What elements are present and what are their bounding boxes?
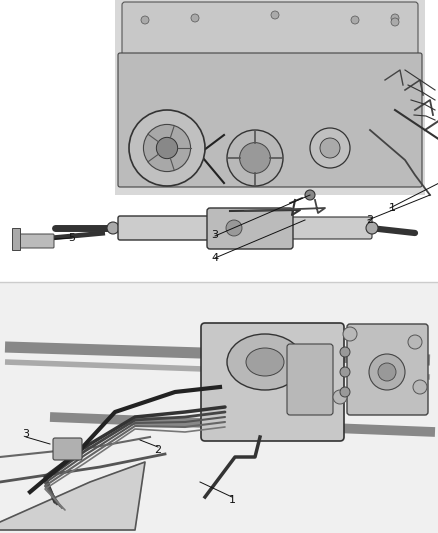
Circle shape [391, 14, 399, 22]
Text: 3: 3 [212, 230, 219, 240]
FancyBboxPatch shape [122, 2, 418, 68]
Circle shape [271, 11, 279, 19]
Circle shape [413, 380, 427, 394]
Circle shape [378, 363, 396, 381]
Bar [0, 282, 438, 533]
Circle shape [340, 387, 350, 397]
Circle shape [156, 138, 178, 159]
Circle shape [351, 16, 359, 24]
Text: 1: 1 [389, 203, 396, 213]
Circle shape [391, 18, 399, 26]
Text: 5: 5 [68, 233, 75, 243]
Bar [0, 0, 438, 280]
Text: 2: 2 [155, 445, 162, 455]
Text: 3: 3 [22, 429, 29, 439]
FancyBboxPatch shape [118, 216, 212, 240]
FancyBboxPatch shape [201, 323, 344, 441]
Ellipse shape [227, 334, 303, 390]
Circle shape [369, 354, 405, 390]
Circle shape [191, 14, 199, 22]
Bar [12, 228, 20, 250]
Circle shape [340, 347, 350, 357]
Circle shape [129, 110, 205, 186]
FancyBboxPatch shape [347, 324, 428, 415]
Circle shape [408, 335, 422, 349]
FancyBboxPatch shape [118, 53, 422, 187]
Circle shape [333, 390, 347, 404]
Circle shape [343, 327, 357, 341]
Circle shape [143, 124, 191, 172]
Circle shape [226, 220, 242, 236]
Circle shape [240, 143, 270, 173]
FancyBboxPatch shape [17, 234, 54, 248]
Ellipse shape [246, 348, 284, 376]
Circle shape [107, 222, 119, 234]
Circle shape [310, 128, 350, 168]
FancyBboxPatch shape [287, 344, 333, 415]
Text: 2: 2 [367, 215, 374, 225]
Circle shape [320, 138, 340, 158]
FancyBboxPatch shape [53, 438, 82, 460]
FancyBboxPatch shape [207, 208, 293, 249]
Circle shape [366, 222, 378, 234]
Circle shape [227, 130, 283, 186]
Polygon shape [0, 462, 145, 530]
FancyBboxPatch shape [288, 217, 372, 239]
Text: 4: 4 [212, 253, 219, 263]
FancyBboxPatch shape [115, 0, 425, 195]
Circle shape [305, 190, 315, 200]
Text: 1: 1 [229, 495, 236, 505]
Circle shape [141, 16, 149, 24]
Circle shape [340, 367, 350, 377]
